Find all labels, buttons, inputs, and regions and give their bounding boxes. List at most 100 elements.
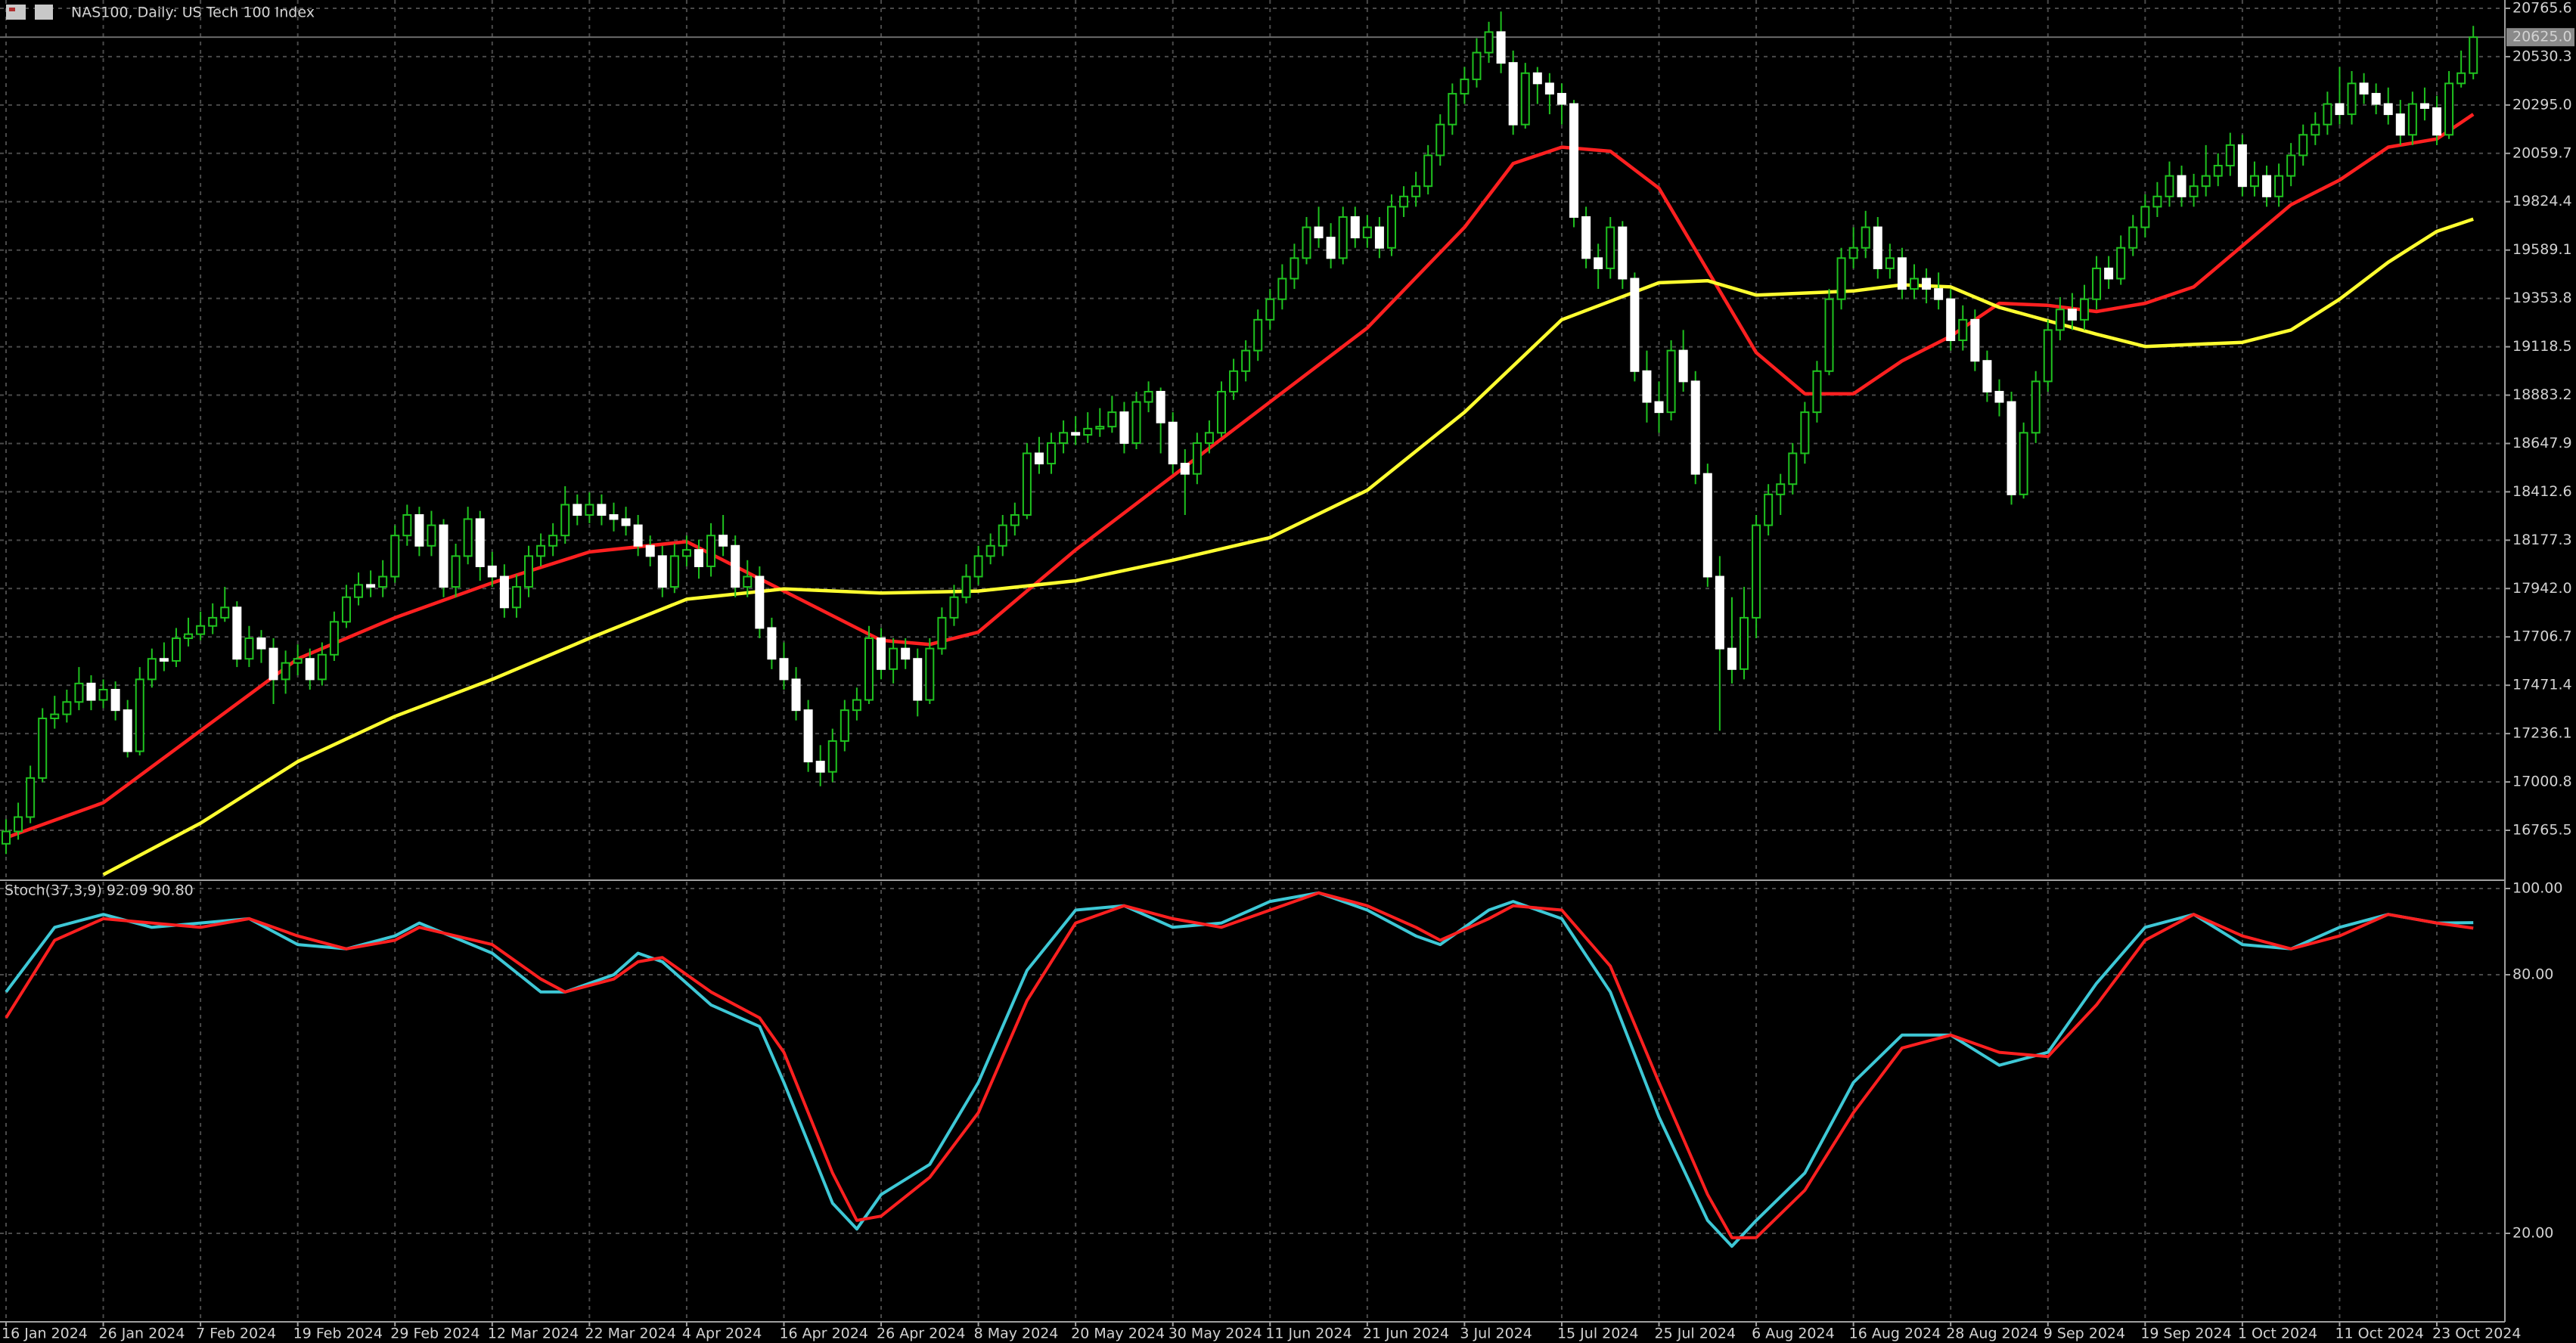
candle-body-up: [62, 701, 72, 715]
candle-body-up: [1217, 390, 1226, 434]
candle-body-down: [2395, 113, 2405, 136]
candle-body-up: [1824, 298, 1834, 372]
candle-body-up: [1800, 411, 1810, 454]
candle-body-up: [889, 647, 898, 670]
chart-icon[interactable]: [35, 5, 53, 20]
y-tick-label: 17471.4: [2512, 677, 2572, 693]
candle-body-up: [1752, 524, 1761, 619]
x-tick-label: 9 Sep 2024: [2044, 1326, 2125, 1342]
candle-body-up: [937, 616, 947, 650]
candle-body-down: [1314, 226, 1324, 239]
y-tick-label: 17236.1: [2512, 725, 2572, 742]
x-tick-label: 1 Oct 2024: [2238, 1326, 2317, 1342]
candle-body-down: [2006, 401, 2016, 495]
candle-body-down: [609, 514, 619, 520]
candle-body-down: [1532, 72, 1542, 85]
candle-body-up: [220, 606, 230, 619]
x-tick-label: 19 Sep 2024: [2140, 1326, 2231, 1342]
candle-body-up: [293, 658, 303, 664]
candle-body-down: [475, 518, 485, 567]
candle-body-up: [1812, 370, 1822, 414]
candle-body-up: [2457, 72, 2466, 85]
candle-body-down: [1544, 82, 1554, 95]
y-tick-label: 20765.6: [2512, 0, 2572, 16]
candle-body-up: [1740, 616, 1749, 670]
y-tick-label: 20.00: [2512, 1225, 2553, 1242]
candle-body-down: [1678, 349, 1688, 383]
candle-body-up: [2286, 154, 2296, 177]
candle-body-up: [548, 535, 558, 547]
x-tick-label: 23 Oct 2024: [2432, 1326, 2521, 1342]
x-tick-label: 11 Jun 2024: [1265, 1326, 1352, 1342]
candle-body-up: [1764, 493, 1774, 526]
candle-body-up: [998, 524, 1007, 547]
y-tick-label: 18883.2: [2512, 386, 2572, 403]
candle-body-up: [1229, 370, 1239, 392]
candle-body-up: [1059, 432, 1069, 444]
candle-body-down: [573, 504, 582, 516]
candle-body-up: [1423, 154, 1433, 188]
candle-body-up: [2311, 123, 2320, 136]
candle-body-down: [2419, 103, 2429, 109]
y-tick-label: 19589.1: [2512, 241, 2572, 258]
candle-body-down: [2262, 175, 2272, 197]
candle-body-down: [1508, 62, 1518, 126]
candle-body-up: [1204, 432, 1214, 444]
candle-body-up: [827, 740, 837, 773]
candle-body-up: [2055, 309, 2065, 331]
x-tick-label: 16 Apr 2024: [779, 1326, 867, 1342]
candle-body-up: [1885, 257, 1895, 269]
x-tick-label: 20 May 2024: [1071, 1326, 1165, 1342]
candle-body-up: [1107, 411, 1117, 428]
candle-body-up: [1047, 442, 1057, 465]
candle-body-up: [244, 637, 254, 660]
candle-body-down: [1496, 31, 1506, 64]
x-tick-label: 11 Oct 2024: [2335, 1326, 2423, 1342]
candle-body-down: [2383, 103, 2393, 116]
candle-body-down: [694, 549, 703, 567]
candle-body-up: [1290, 257, 1299, 280]
x-tick-label: 29 Feb 2024: [390, 1326, 480, 1342]
candle-body-up: [14, 816, 23, 833]
candle-body-up: [378, 575, 388, 588]
candle-body-up: [451, 555, 461, 588]
candle-body-up: [2128, 226, 2138, 249]
candle-body-down: [2067, 309, 2077, 321]
candle-body-up: [2165, 175, 2174, 197]
candle-body-up: [2347, 82, 2357, 116]
candle-body-down: [2177, 175, 2186, 197]
candle-body-up: [2274, 175, 2284, 197]
candle-body-down: [621, 518, 631, 526]
candle-body-up: [1861, 226, 1870, 249]
candle-body-down: [256, 637, 266, 650]
candle-body-up: [1095, 426, 1105, 430]
candle-body-down: [305, 658, 315, 681]
candle-body-up: [1848, 247, 1858, 259]
moving-average: [5, 113, 2475, 839]
candle-body-up: [2189, 185, 2199, 197]
candle-body-up: [2407, 103, 2417, 136]
candle-body-up: [840, 709, 849, 742]
y-tick-label: 80.00: [2512, 966, 2553, 983]
candle-body-down: [1970, 318, 1980, 362]
candle-body-up: [98, 688, 108, 701]
candle-body-down: [913, 658, 923, 701]
candle-body-up: [2249, 175, 2259, 188]
candle-body-up: [2031, 380, 2041, 434]
candle-body-up: [354, 584, 364, 598]
x-tick-label: 16 Aug 2024: [1849, 1326, 1941, 1342]
candle-body-up: [2152, 195, 2162, 208]
candle-body-up: [1460, 78, 1470, 95]
x-tick-label: 8 May 2024: [974, 1326, 1059, 1342]
x-tick-label: 6 Aug 2024: [1752, 1326, 1835, 1342]
candle-body-up: [1253, 318, 1263, 352]
menu-icon[interactable]: [6, 5, 26, 20]
candle-body-up: [864, 637, 874, 701]
y-tick-label: 20295.0: [2512, 96, 2572, 113]
candle-body-down: [901, 647, 911, 660]
candle-body-down: [499, 575, 509, 609]
candle-body-down: [1581, 216, 1591, 259]
candle-body-down: [1702, 473, 1712, 578]
candle-body-up: [2, 830, 11, 845]
candle-body-up: [50, 713, 60, 720]
